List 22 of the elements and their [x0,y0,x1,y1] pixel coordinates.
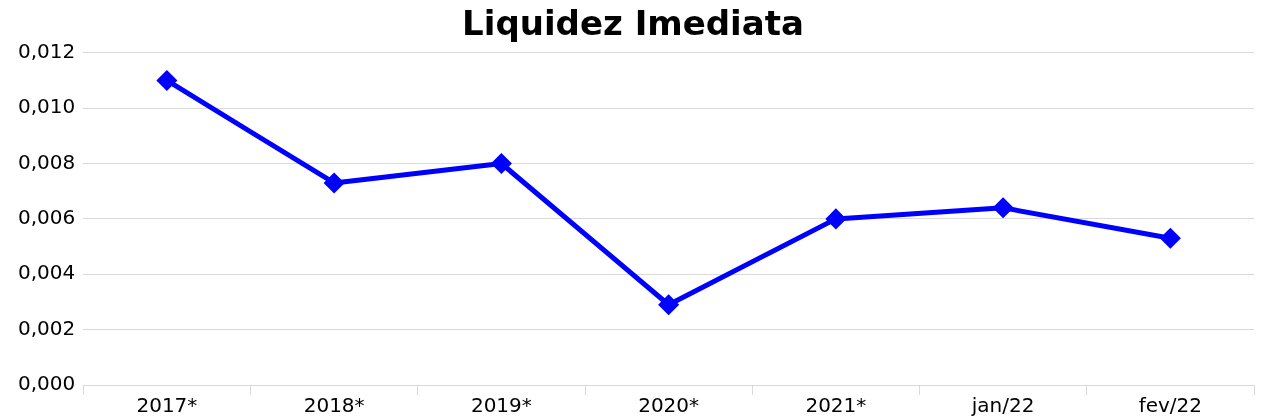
x-tick-label: fev/22 [1138,393,1203,418]
y-tick-label: 0,004 [17,260,76,285]
x-tick-label: 2021* [805,393,867,418]
x-tick-label: jan/22 [970,393,1035,418]
point [659,295,679,315]
y-tick-label: 0,010 [17,94,76,119]
y-tick-label: 0,008 [17,149,76,174]
x-tick-label: 2018* [303,393,365,418]
y-tick-label: 0,006 [17,205,76,230]
x-tick-label: 2020* [638,393,700,418]
y-tick-label: 0,012 [17,39,76,63]
point [993,198,1013,218]
x-tick-label: 2019* [470,393,532,418]
point [324,173,344,193]
point [157,70,177,90]
y-tick-label: 0,000 [17,371,76,396]
point [826,209,846,229]
chart-title: Liquidez Imediata [462,3,804,44]
y-tick-label: 0,002 [17,315,76,340]
point [1160,228,1180,248]
x-tick-label: 2017* [136,393,198,418]
point [491,154,511,174]
